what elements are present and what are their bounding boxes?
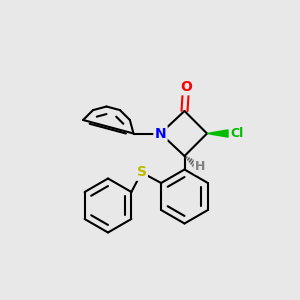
Text: O: O [180, 80, 192, 94]
Text: N: N [155, 127, 166, 140]
Polygon shape [207, 130, 228, 137]
Text: H: H [195, 160, 205, 173]
Text: S: S [136, 166, 147, 179]
Text: Cl: Cl [230, 127, 244, 140]
